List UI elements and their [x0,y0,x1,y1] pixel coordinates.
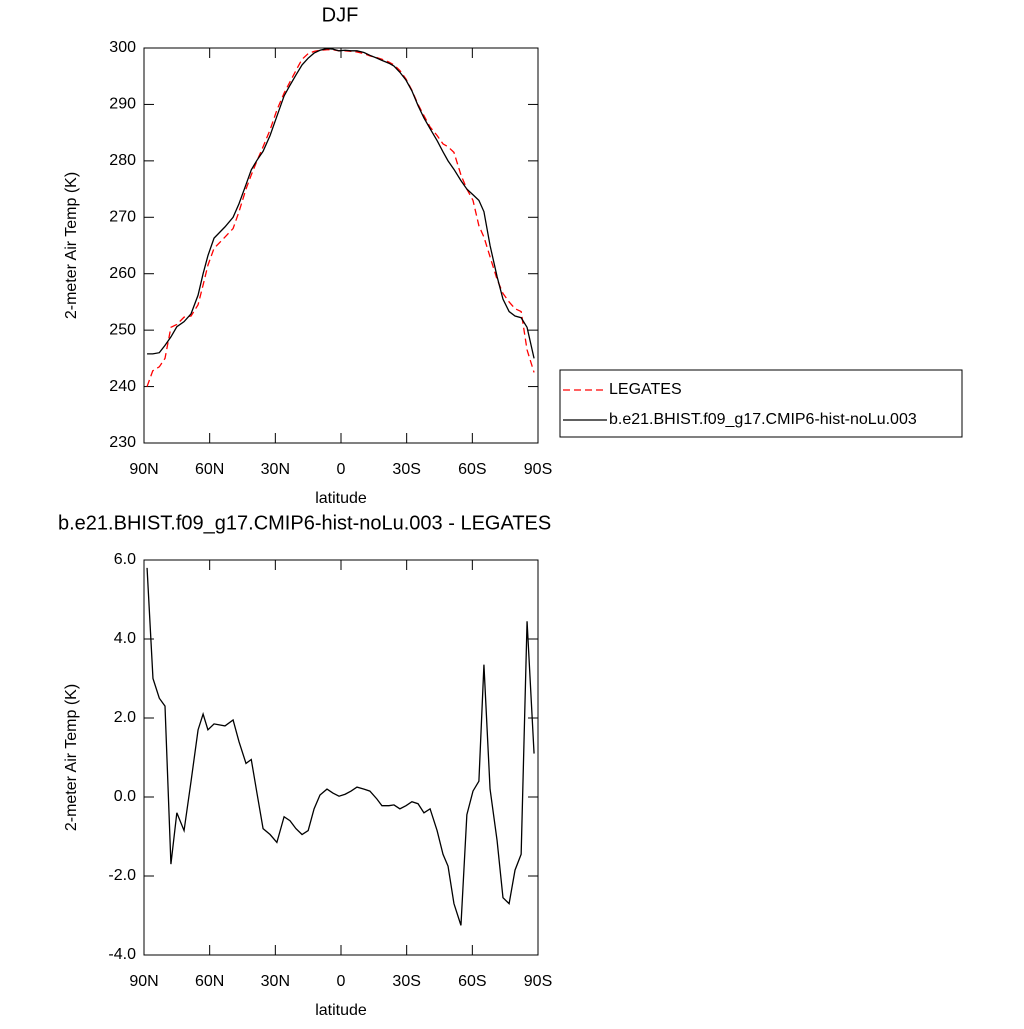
y-tick-label: 230 [109,434,136,451]
y-tick-label: 4.0 [114,630,136,647]
y-tick-label: -4.0 [108,946,136,963]
plot-frame [143,47,539,444]
data-line [147,47,535,359]
y-axis-label: 2-meter Air Temp (K) [63,684,80,831]
x-tick-label: 60S [458,461,486,478]
y-tick-label: 0.0 [114,788,136,805]
x-tick-label: 90S [524,461,552,478]
x-tick-label: 60S [458,973,486,990]
legend-label: b.e21.BHIST.f09_g17.CMIP6-hist-noLu.003 [609,411,917,428]
y-tick-label: 2.0 [114,709,136,726]
y-tick-label: 260 [109,265,136,282]
x-tick-label: 0 [337,461,346,478]
y-tick-label: -2.0 [108,867,136,884]
x-tick-label: 60N [195,461,224,478]
y-tick-label: 290 [109,96,136,113]
x-tick-label: 90S [524,973,552,990]
x-axis-label: latitude [315,1002,367,1019]
data-line [146,49,535,387]
y-tick-label: 240 [109,378,136,395]
legend-box [559,369,963,438]
plot-frame [143,559,539,956]
y-tick-label: 270 [109,209,136,226]
x-tick-label: 30S [392,973,420,990]
x-tick-label: 30S [392,461,420,478]
data-line [146,567,535,926]
x-tick-label: 30N [261,461,290,478]
legend-label: LEGATES [609,381,682,398]
x-tick-label: 30N [261,973,290,990]
y-tick-label: 6.0 [114,551,136,568]
x-tick-label: 90N [129,973,158,990]
y-axis-label: 2-meter Air Temp (K) [63,172,80,319]
x-tick-label: 0 [337,973,346,990]
x-tick-label: 90N [129,461,158,478]
y-tick-label: 300 [109,39,136,56]
x-axis-label: latitude [315,490,367,507]
x-tick-label: 60N [195,973,224,990]
chart-title: b.e21.BHIST.f09_g17.CMIP6-hist-noLu.003 … [58,512,551,534]
y-tick-label: 280 [109,152,136,169]
chart-title: DJF [322,4,359,26]
y-tick-label: 250 [109,321,136,338]
